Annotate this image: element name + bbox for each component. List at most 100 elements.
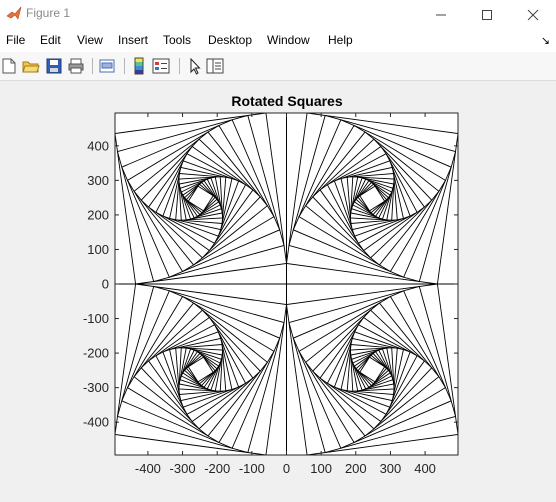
rotated-square-q3-9: [155, 324, 247, 415]
rotated-square-q2-20: [359, 185, 386, 212]
rotated-square-q3-11: [169, 337, 233, 402]
y-tick-label: -200: [83, 346, 109, 361]
minimize-icon: [436, 14, 446, 15]
legend-icon[interactable]: [152, 57, 170, 75]
figure-canvas: -400 -300 -200 -100 0 100 200 300 400 -400 -300 -20…: [0, 81, 556, 497]
rotated-square-q1-10: [162, 160, 240, 237]
open-file-icon[interactable]: [22, 57, 40, 75]
rotated-square-q4-8: [319, 316, 426, 423]
menu-view[interactable]: View: [77, 33, 103, 47]
rotated-square-q2-5: [298, 124, 447, 273]
x-tick-label: 300: [380, 461, 402, 476]
rotated-square-q2-16: [352, 178, 393, 219]
rotated-square-q1-4: [121, 119, 281, 278]
rotated-square-q4-3: [288, 285, 457, 454]
rotated-square-q2-11: [340, 166, 404, 231]
y-tick-label: -400: [83, 415, 109, 430]
x-tick-label: 100: [310, 461, 332, 476]
maximize-button[interactable]: [464, 0, 510, 29]
rotated-square-q1-5: [126, 124, 275, 273]
menu-file[interactable]: File: [6, 33, 26, 47]
ticks-layer: -400 -300 -200 -100 0 100 200 300 400 -400 -300 -20…: [83, 113, 458, 476]
property-editor-icon[interactable]: [206, 57, 224, 75]
x-tick-label: -400: [135, 461, 161, 476]
menu-bar: File Edit View Insert Tools Desktop Wind…: [0, 29, 556, 52]
rotated-square-q1-12: [175, 173, 227, 224]
rotated-square-q1-15: [179, 177, 222, 220]
maximize-icon: [482, 9, 492, 20]
y-tick-label: 300: [87, 173, 109, 188]
rotated-square-q3-13: [178, 347, 223, 392]
y-tick-label: 400: [87, 138, 109, 153]
save-icon[interactable]: [45, 57, 63, 75]
new-figure-icon[interactable]: [0, 57, 18, 75]
rotated-square-q1-6: [133, 131, 269, 266]
rotated-square-q1-16: [180, 178, 221, 219]
rotated-square-q1-17: [182, 180, 220, 217]
matlab-logo-icon: [6, 6, 22, 20]
menu-dock-arrow-icon[interactable]: ↘: [540, 35, 550, 47]
rotated-square-q4-19: [357, 354, 388, 385]
rotated-square-q1-18: [183, 181, 218, 216]
print-icon[interactable]: [67, 57, 85, 75]
menu-desktop[interactable]: Desktop: [208, 33, 253, 47]
rotated-square-q4-14: [350, 347, 395, 392]
toolbar: [0, 52, 556, 81]
rotated-square-q2-12: [346, 173, 398, 224]
rotated-square-q3-20: [187, 356, 214, 383]
rotated-square-q4-10: [333, 331, 411, 408]
menu-tools[interactable]: Tools: [163, 33, 192, 47]
rotated-square-q4-17: [353, 351, 391, 388]
rotated-square-q4-9: [326, 324, 418, 415]
close-icon: [527, 9, 539, 20]
toolbar-separator: [92, 58, 93, 74]
chart-title: Rotated Squares: [231, 93, 342, 109]
x-tick-label: 200: [345, 461, 367, 476]
rotated-square-q3-14: [178, 347, 223, 392]
rotated-square-q4-20: [359, 356, 386, 383]
rotated-square-q1-14: [178, 176, 223, 221]
rotated-square-q1-8: [147, 145, 254, 252]
title-bar: Figure 1: [0, 0, 556, 29]
rotated-square-q3-19: [185, 354, 216, 385]
menu-insert[interactable]: Insert: [118, 33, 149, 47]
minimize-button[interactable]: [418, 0, 464, 29]
rotated-square-q3-12: [175, 344, 227, 395]
rotated-square-q3-18: [183, 352, 218, 387]
rotated-square-q4-5: [298, 295, 447, 444]
rotated-square-q4-13: [350, 347, 395, 392]
rotated-square-q2-9: [326, 153, 418, 244]
rotated-square-q2-15: [351, 177, 394, 220]
plot-canvas: -400 -300 -200 -100 0 100 200 300 400 -400 -300 -20…: [83, 93, 459, 476]
rotated-square-q3-6: [133, 302, 269, 437]
menu-window[interactable]: Window: [267, 33, 310, 47]
rotated-square-q3-16: [180, 349, 221, 390]
rotated-square-q1-19: [185, 183, 216, 214]
x-tick-label: 400: [414, 461, 436, 476]
rotated-square-q2-18: [355, 181, 390, 216]
rotated-square-q2-13: [350, 176, 395, 221]
menu-edit[interactable]: Edit: [40, 33, 61, 47]
pointer-icon[interactable]: [186, 57, 204, 75]
rotated-square-q2-7: [312, 138, 433, 259]
rotated-square-q4-11: [340, 337, 404, 402]
rotated-square-q4-12: [346, 344, 398, 395]
rotated-square-q4-6: [304, 302, 440, 437]
y-tick-label: 0: [102, 277, 109, 292]
x-tick-label: -200: [204, 461, 230, 476]
y-tick-label: -300: [83, 380, 109, 395]
window-title: Figure 1: [26, 6, 71, 20]
y-tick-label: 100: [87, 242, 109, 257]
rotated-square-q1-7: [140, 138, 261, 259]
rotated-square-q3-17: [182, 351, 220, 388]
rotated-square-q2-6: [304, 131, 440, 266]
menu-help[interactable]: Help: [328, 33, 353, 47]
rotated-square-q1-9: [155, 153, 247, 244]
y-tick-label: -100: [83, 311, 109, 326]
colorbar-icon[interactable]: [130, 57, 148, 75]
rotated-square-q2-19: [357, 183, 388, 214]
close-button[interactable]: [510, 0, 556, 29]
y-tick-label: 200: [87, 207, 109, 222]
print-preview-icon[interactable]: [98, 57, 116, 75]
axis-lines-layer: [115, 113, 458, 455]
